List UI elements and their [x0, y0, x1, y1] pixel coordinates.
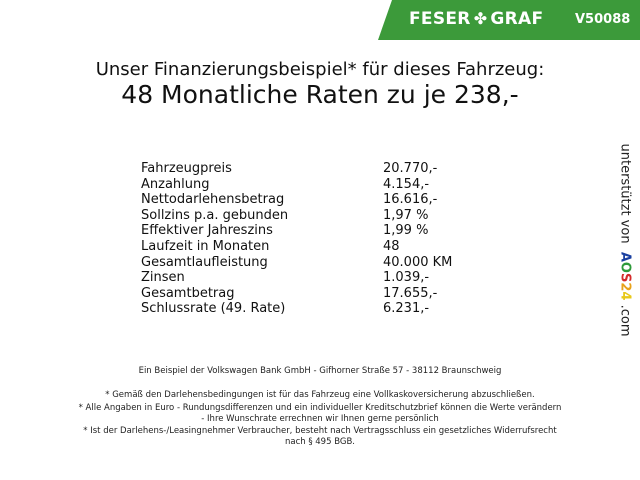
table-row: Schlussrate (49. Rate) 6.231,- — [141, 301, 452, 317]
footnote-2a: * Alle Angaben in Euro - Rundungsdiffere… — [78, 403, 562, 413]
table-row: Anzahlung 4.154,- — [141, 177, 452, 193]
row-value: 6.231,- — [383, 301, 430, 317]
brand-logo: FESER ✤ GRAF — [409, 9, 543, 29]
row-value: 48 — [383, 238, 400, 254]
sponsor-prefix: unterstützt von — [617, 143, 633, 244]
row-value: 1,99 % — [383, 223, 429, 239]
table-row: Fahrzeugpreis 20.770,- — [141, 161, 452, 177]
row-value: 20.770,- — [383, 161, 438, 176]
row-label: Anzahlung — [141, 176, 210, 192]
table-row: Gesamtbetrag 17.655,- — [141, 286, 452, 302]
vehicle-code: V50088 — [575, 12, 631, 27]
row-label: Nettodarlehensbetrag — [141, 192, 285, 208]
header-banner — [378, 0, 640, 40]
footnote-3b: nach § 495 BGB. — [284, 437, 356, 447]
row-label: Gesamtlaufleistung — [141, 254, 268, 270]
finance-table: Fahrzeugpreis 20.770,- Anzahlung 4.154,- Net… — [141, 161, 452, 317]
row-label: Fahrzeugpreis — [141, 161, 232, 176]
row-value: 4.154,- — [383, 176, 430, 192]
row-value: 1,97 % — [383, 207, 429, 223]
row-value: 40.000 KM — [383, 254, 453, 270]
row-value: 1.039,- — [383, 270, 430, 286]
clover-icon: ✤ — [473, 9, 488, 28]
row-label: Schlussrate (49. Rate) — [141, 301, 286, 317]
row-value: 16.616,- — [383, 192, 438, 208]
sponsor-note: unterstützt von AOS24 .com — [618, 144, 633, 337]
row-label: Zinsen — [141, 270, 185, 286]
footnote-2b: - Ihre Wunschrate errechnen wir Ihnen ge… — [201, 414, 439, 424]
table-row: Sollzins p.a. gebunden 1,97 % — [141, 208, 452, 224]
page-title: Unser Finanzierungsbeispiel* für dieses … — [95, 59, 545, 80]
footnote-1: * Gemäß den Darlehensbedingungen ist für… — [105, 390, 535, 400]
row-label: Laufzeit in Monaten — [141, 238, 270, 254]
row-label: Sollzins p.a. gebunden — [141, 207, 289, 223]
table-row: Nettodarlehensbetrag 16.616,- — [141, 192, 452, 208]
brand-name-left: FESER — [409, 9, 471, 29]
bank-note: Ein Beispiel der Volkswagen Bank GmbH - … — [138, 366, 502, 376]
footnote-3a: * Ist der Darlehens-/Leasingnehmer Verbr… — [83, 426, 557, 436]
table-row: Effektiver Jahreszins 1,99 % — [141, 223, 452, 239]
rate-headline: 48 Monatliche Raten zu je 238,- — [121, 80, 519, 109]
row-label: Gesamtbetrag — [141, 285, 235, 301]
sponsor-suffix: .com — [617, 304, 633, 337]
aos24-logo: AOS24 — [617, 251, 633, 301]
brand-name-right: GRAF — [490, 9, 544, 29]
table-row: Zinsen 1.039,- — [141, 270, 452, 286]
table-row: Laufzeit in Monaten 48 — [141, 239, 452, 255]
row-value: 17.655,- — [383, 285, 438, 301]
row-label: Effektiver Jahreszins — [141, 223, 273, 239]
table-row: Gesamtlaufleistung 40.000 KM — [141, 255, 452, 271]
